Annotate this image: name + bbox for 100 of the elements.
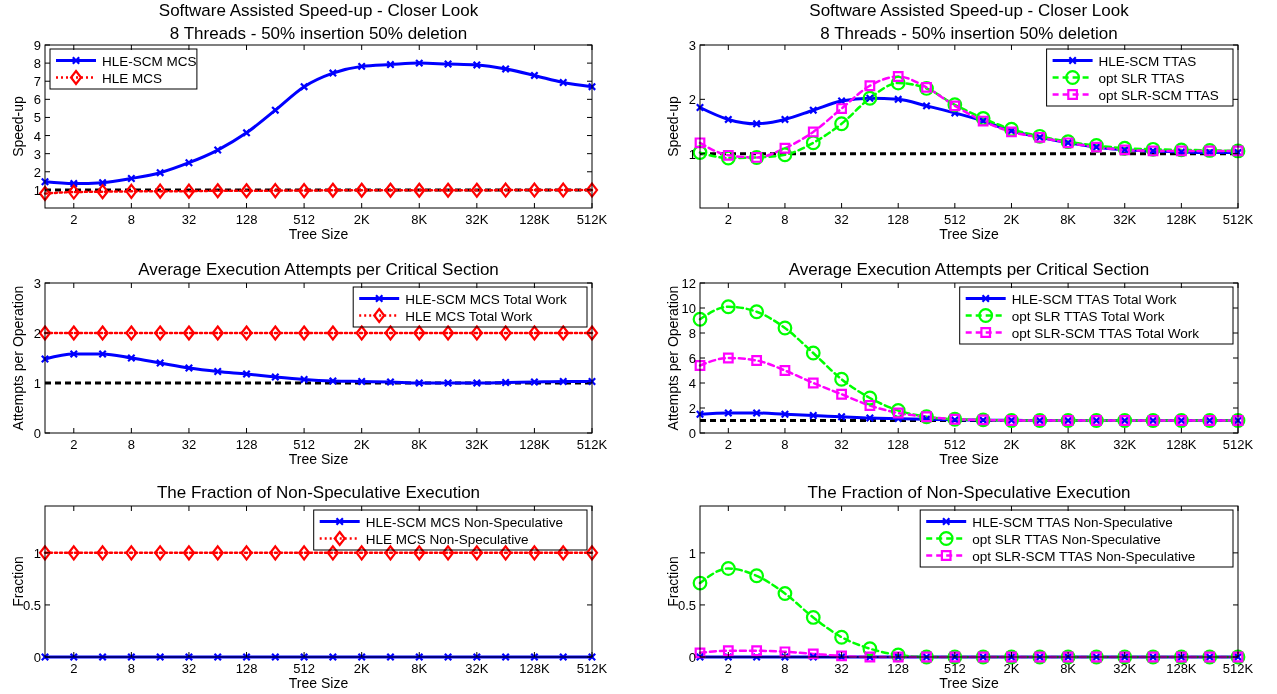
y-tick-label: 1 — [33, 376, 41, 391]
x-tick-label: 128K — [1166, 212, 1197, 227]
legend-label: HLE-SCM TTAS — [1098, 53, 1197, 69]
x-tick-label: 32K — [465, 661, 489, 676]
x-tick-label: 2 — [724, 212, 732, 227]
legend-label: opt SLR-SCM TTAS — [1098, 87, 1219, 103]
x-tick-label: 128 — [887, 661, 910, 676]
x-tick-label: 2 — [70, 437, 78, 452]
y-tick-label: 7 — [33, 74, 41, 90]
x-tick-label: 8K — [1060, 212, 1077, 227]
x-tick-label: 128 — [887, 212, 910, 227]
chart-title: The Fraction of Non-Speculative Execution — [156, 483, 481, 502]
x-tick-label: 512 — [943, 437, 966, 452]
x-tick-label: 512 — [293, 661, 315, 676]
x-tick-label: 8 — [127, 212, 135, 227]
x-axis-title: Tree Size — [939, 675, 999, 691]
x-tick-label: 128K — [1166, 661, 1197, 676]
y-tick-label: 3 — [33, 276, 41, 291]
x-tick-label: 32K — [1113, 661, 1137, 676]
x-tick-label: 128K — [519, 212, 550, 227]
y-tick-label: 2 — [688, 92, 696, 108]
y-axis-title: Attempts per Operation — [10, 285, 26, 431]
x-tick-label: 512 — [293, 437, 315, 452]
x-tick-label: 2K — [353, 661, 370, 676]
x-tick-label: 2K — [1003, 437, 1020, 452]
y-axis-title: Speed-up — [10, 95, 26, 157]
legend-label: opt SLR-SCM TTAS Non-Speculative — [972, 548, 1196, 564]
legend-label: HLE MCS — [102, 70, 163, 86]
chart-subtitle: 8 Threads - 50% insertion 50% deletion — [820, 24, 1118, 43]
x-axis-title: Tree Size — [939, 226, 999, 242]
chart-subtitle: 8 Threads - 50% insertion 50% deletion — [169, 24, 468, 43]
x-tick-label: 128K — [519, 661, 550, 676]
chart-title: Average Execution Attempts per Critical Section — [138, 260, 499, 279]
x-tick-label: 8 — [127, 437, 135, 452]
x-tick-label: 128 — [235, 437, 258, 452]
x-tick-label: 8 — [781, 661, 789, 676]
legend-label: opt SLR TTAS Total Work — [1011, 308, 1165, 324]
x-axis-title: Tree Size — [288, 226, 349, 242]
x-tick-label: 32K — [465, 212, 489, 227]
legend-label: HLE-SCM TTAS Non-Speculative — [972, 514, 1173, 530]
y-tick-label: 0 — [33, 650, 41, 665]
x-tick-label: 128 — [235, 661, 258, 676]
legend-label: HLE-SCM TTAS Total Work — [1011, 291, 1177, 307]
y-tick-label: 8 — [688, 326, 696, 341]
x-tick-label: 512 — [943, 661, 966, 676]
y-tick-label: 4 — [33, 128, 41, 144]
y-tick-label: 2 — [33, 164, 41, 180]
x-tick-label: 2K — [1003, 661, 1020, 676]
x-tick-label: 128K — [1166, 437, 1197, 452]
x-tick-label: 32 — [181, 661, 197, 676]
x-tick-label: 32K — [1113, 437, 1137, 452]
x-axis-title: Tree Size — [939, 451, 999, 467]
x-tick-label: 2 — [70, 661, 78, 676]
x-tick-label: 32K — [465, 437, 489, 452]
x-tick-label: 512 — [293, 212, 315, 227]
y-tick-label: 12 — [681, 276, 696, 291]
y-tick-label: 9 — [33, 38, 41, 53]
x-tick-label: 512K — [576, 212, 608, 227]
x-tick-label: 2K — [353, 437, 370, 452]
x-axis-title: Tree Size — [288, 451, 349, 467]
x-tick-label: 2K — [353, 212, 370, 227]
chart-title: The Fraction of Non-Speculative Execution — [807, 483, 1131, 502]
chart-title: Software Assisted Speed-up - Closer Look — [809, 1, 1130, 20]
y-tick-label: 6 — [688, 351, 696, 366]
x-tick-label: 2 — [724, 437, 732, 452]
y-tick-label: 2 — [688, 401, 696, 416]
y-tick-label: 0 — [33, 426, 41, 441]
y-axis-title: Speed-up — [665, 95, 681, 157]
x-tick-label: 32 — [834, 661, 849, 676]
x-tick-label: 32 — [834, 437, 849, 452]
y-tick-label: 4 — [688, 376, 696, 391]
legend-label: opt SLR-SCM TTAS Total Work — [1011, 325, 1200, 341]
x-tick-label: 8 — [127, 661, 135, 676]
x-tick-label: 32 — [834, 212, 849, 227]
x-tick-label: 128K — [519, 437, 550, 452]
chart-title: Software Assisted Speed-up - Closer Look — [158, 1, 479, 20]
legend-label: HLE MCS Non-Speculative — [365, 531, 529, 547]
x-tick-label: 128 — [235, 212, 258, 227]
legend-label: HLE-SCM MCS Total Work — [405, 291, 567, 307]
y-tick-label: 0 — [688, 650, 696, 665]
x-tick-label: 8K — [411, 437, 428, 452]
y-tick-label: 2 — [33, 326, 41, 341]
y-tick-label: 8 — [33, 56, 41, 72]
x-tick-label: 2 — [724, 661, 732, 676]
y-tick-label: 1 — [33, 545, 41, 561]
x-tick-label: 32 — [181, 212, 197, 227]
x-tick-label: 2 — [70, 212, 78, 227]
x-tick-label: 512K — [1222, 661, 1254, 676]
x-tick-label: 512K — [1222, 212, 1254, 227]
x-tick-label: 8K — [411, 212, 428, 227]
x-tick-label: 128 — [887, 437, 910, 452]
y-tick-label: 10 — [681, 301, 696, 316]
y-tick-label: 5 — [33, 110, 41, 126]
legend-label: opt SLR TTAS — [1098, 70, 1185, 86]
x-tick-label: 8 — [781, 437, 789, 452]
x-tick-label: 512K — [576, 661, 608, 676]
y-tick-label: 3 — [688, 38, 696, 53]
x-tick-label: 8K — [1060, 661, 1077, 676]
legend-label: HLE-SCM MCS — [102, 53, 197, 69]
x-tick-label: 8K — [1060, 437, 1077, 452]
